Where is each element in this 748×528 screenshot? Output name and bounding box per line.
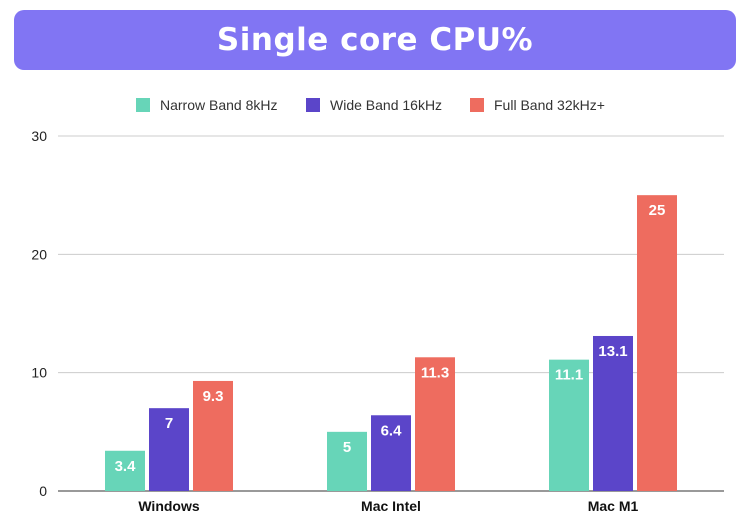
y-tick-label: 30 — [31, 128, 47, 144]
bar-2-0 — [549, 359, 589, 491]
y-tick-label: 0 — [39, 483, 47, 499]
legend-swatch-1 — [306, 98, 320, 112]
y-tick-label: 20 — [31, 246, 47, 262]
data-label: 13.1 — [598, 343, 627, 360]
legend-label-2: Full Band 32kHz+ — [494, 97, 605, 113]
data-label: 25 — [649, 202, 666, 219]
bar-2-1 — [593, 335, 633, 491]
chart-title-banner: Single core CPU% — [14, 10, 736, 70]
x-category-label: Windows — [138, 498, 200, 514]
bar-0-2 — [193, 380, 233, 491]
bar-1-2 — [415, 357, 455, 491]
legend-swatch-0 — [136, 98, 150, 112]
x-category-label: Mac Intel — [361, 498, 421, 514]
bar-1-1 — [371, 415, 411, 491]
data-label: 9.3 — [203, 388, 224, 405]
data-label: 3.4 — [115, 458, 137, 475]
y-tick-label: 10 — [31, 365, 47, 381]
data-label: 11.1 — [555, 367, 583, 384]
data-label: 7 — [165, 415, 173, 432]
data-label: 11.3 — [421, 364, 449, 381]
legend-label-0: Narrow Band 8kHz — [160, 97, 278, 113]
legend-label-1: Wide Band 16kHz — [330, 97, 442, 113]
bar-1-0 — [327, 431, 367, 491]
legend-swatch-2 — [470, 98, 484, 112]
bar-0-0 — [105, 450, 145, 491]
x-category-label: Mac M1 — [588, 498, 639, 514]
data-label: 5 — [343, 439, 351, 456]
chart-title: Single core CPU% — [216, 22, 534, 58]
bar-2-2 — [637, 195, 677, 491]
bar-0-1 — [149, 408, 189, 491]
data-label: 6.4 — [381, 422, 403, 439]
